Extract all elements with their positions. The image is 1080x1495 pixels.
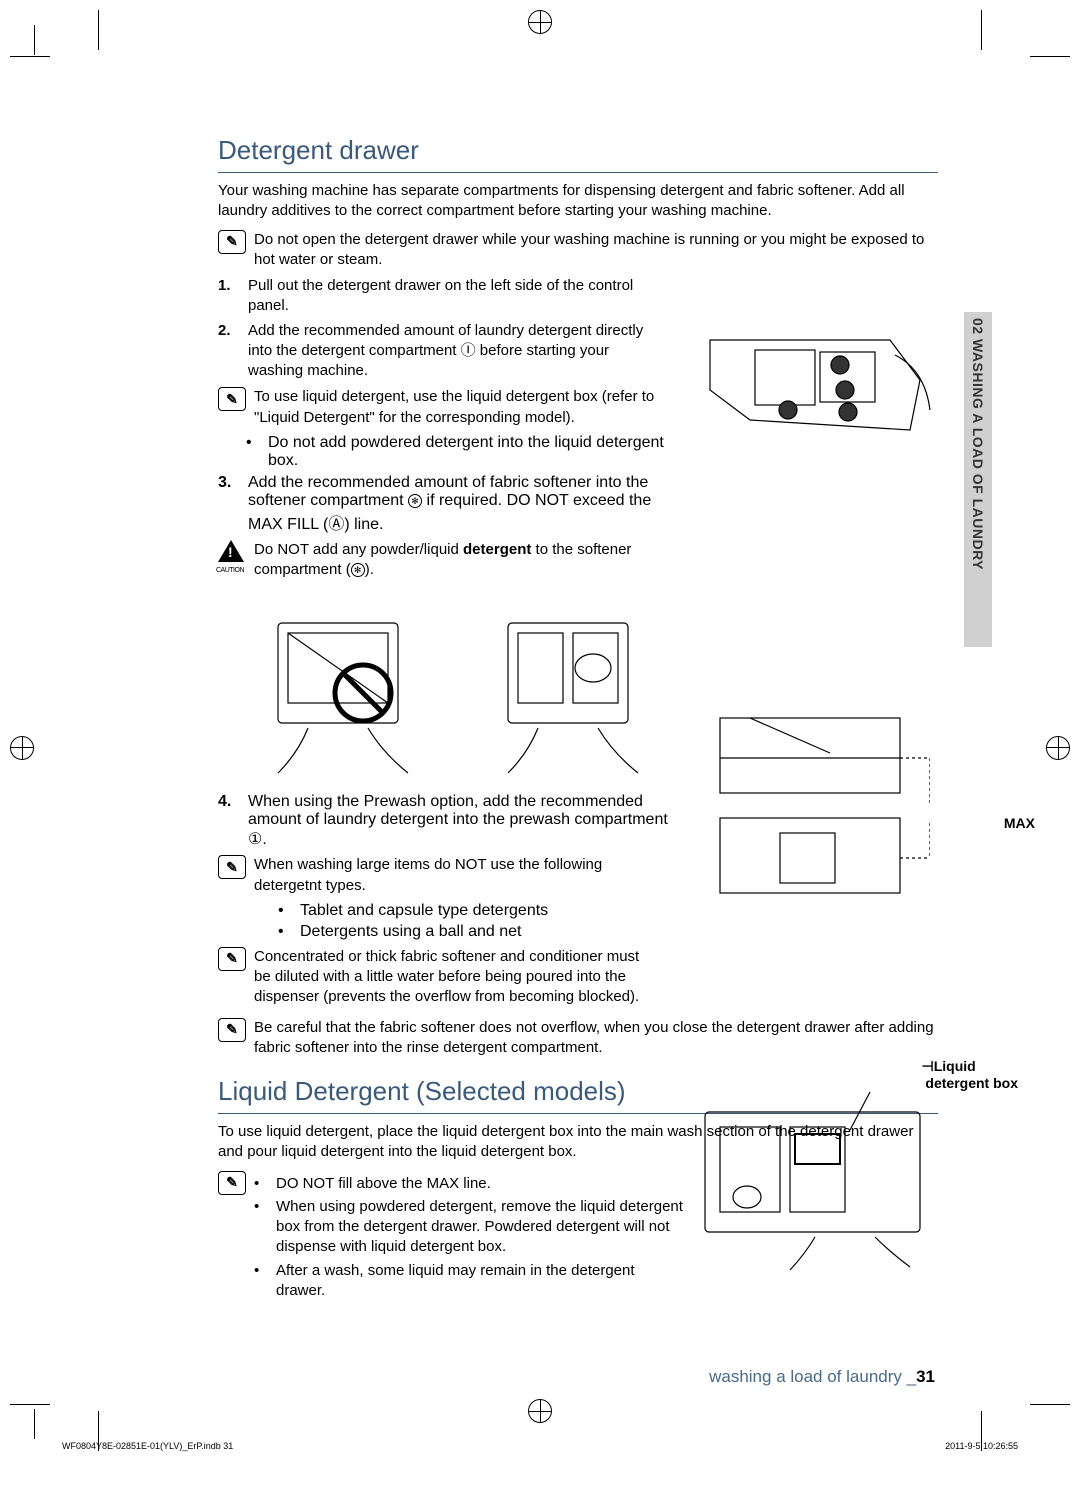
- note-text: Concentrated or thick fabric softener an…: [254, 947, 654, 1008]
- note-overflow-warning: ✎ Be careful that the fabric softener do…: [218, 1018, 938, 1059]
- softener-symbol: ✻: [351, 563, 365, 577]
- note-text: Do not open the detergent drawer while y…: [254, 230, 938, 271]
- figure-drawer-compartments: [690, 290, 940, 490]
- crop-mark: [10, 56, 50, 57]
- step-text: Pull out the detergent drawer on the lef…: [248, 276, 668, 317]
- note-icon: ✎: [218, 1171, 246, 1195]
- section-tab-label: 02 WASHING A LOAD OF LAUNDRY: [970, 318, 986, 570]
- note-text: • DO NOT fill above the MAX line. • When…: [254, 1171, 684, 1305]
- registration-mark-left: [10, 736, 34, 760]
- caution-label: CAUTION: [216, 567, 244, 574]
- intro-paragraph: Your washing machine has separate compar…: [218, 181, 928, 222]
- note-text: To use liquid detergent, use the liquid …: [254, 387, 674, 428]
- bullet-mark: •: [254, 1174, 266, 1194]
- note-concentrated-softener: ✎ Concentrated or thick fabric softener …: [218, 947, 938, 1008]
- crop-mark: [34, 25, 35, 55]
- bullet-text: Do not add powdered detergent into the l…: [268, 434, 688, 470]
- figure-correct-usage: [478, 598, 668, 778]
- caution-text: Do NOT add any powder/liquid detergent t…: [254, 540, 674, 581]
- footer-page-number: 31: [916, 1367, 935, 1386]
- bullet-mark: •: [278, 923, 290, 941]
- caution-no-detergent-softener: CAUTION Do NOT add any powder/liquid det…: [218, 540, 938, 581]
- crop-mark: [98, 10, 99, 50]
- figure-max-fill: [710, 708, 930, 908]
- max-label: MAX: [1004, 815, 1035, 831]
- step-number: 1.: [218, 276, 238, 317]
- note-text: Be careful that the fabric softener does…: [254, 1018, 938, 1059]
- crop-mark: [10, 1404, 50, 1405]
- step-text: Add the recommended amount of fabric sof…: [248, 474, 668, 534]
- crop-mark: [1030, 1404, 1070, 1405]
- note-icon: ✎: [218, 855, 246, 879]
- page-footer: washing a load of laundry _31: [709, 1367, 935, 1387]
- bullet-ball-net: • Detergents using a ball and net: [218, 923, 938, 941]
- crop-mark: [981, 10, 982, 50]
- bullet-mark: •: [254, 1261, 266, 1302]
- section-heading-detergent-drawer: Detergent drawer: [218, 135, 938, 173]
- step-number: 3.: [218, 474, 238, 534]
- note-icon: ✎: [218, 1018, 246, 1042]
- figure-incorrect-usage: [248, 598, 438, 778]
- crop-mark: [34, 1409, 35, 1439]
- bullet-text: Tablet and capsule type detergents: [300, 902, 548, 920]
- softener-symbol: ✻: [408, 494, 422, 508]
- step-text: When using the Prewash option, add the r…: [248, 793, 668, 849]
- bullet-text: When using powdered detergent, remove th…: [276, 1197, 684, 1258]
- footer-title: washing a load of laundry _: [709, 1367, 916, 1386]
- registration-mark-right: [1046, 736, 1070, 760]
- registration-mark-top: [528, 10, 552, 34]
- note-icon: ✎: [218, 230, 246, 254]
- bullet-text: DO NOT fill above the MAX line.: [276, 1174, 491, 1194]
- step-number: 2.: [218, 321, 238, 382]
- note-icon: ✎: [218, 947, 246, 971]
- note-warning-hot-water: ✎ Do not open the detergent drawer while…: [218, 230, 938, 271]
- note-text: When washing large items do NOT use the …: [254, 855, 654, 896]
- bullet-text: After a wash, some liquid may remain in …: [276, 1261, 684, 1302]
- caution-bold: detergent: [463, 541, 531, 558]
- bullet-mark: •: [278, 902, 290, 920]
- step-number: 4.: [218, 793, 238, 849]
- note-icon: ✎: [218, 387, 246, 411]
- registration-mark-bottom: [528, 1399, 552, 1423]
- bullet-text: Detergents using a ball and net: [300, 923, 521, 941]
- bullet-mark: •: [246, 434, 258, 470]
- figure-liquid-detergent-box: [695, 1072, 945, 1272]
- step-text: Add the recommended amount of laundry de…: [248, 321, 668, 382]
- caution-icon: CAUTION: [218, 540, 246, 566]
- crop-mark: [1030, 56, 1070, 57]
- section-tab: 02 WASHING A LOAD OF LAUNDRY: [964, 312, 992, 647]
- print-job-filename: WF0804Y8E-02851E-01(YLV)_ErP.indb 31: [62, 1441, 233, 1451]
- print-job-timestamp: 2011-9-5 10:26:55: [945, 1441, 1018, 1451]
- liquid-detergent-box-label: ⊣Liquid detergent box: [922, 1058, 1018, 1092]
- bullet-mark: •: [254, 1197, 266, 1258]
